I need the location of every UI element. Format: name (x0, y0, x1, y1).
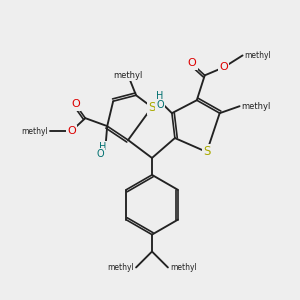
Text: H: H (99, 142, 106, 152)
Text: methyl: methyl (22, 127, 49, 136)
Text: O: O (156, 100, 164, 110)
Text: methyl: methyl (242, 102, 271, 111)
Text: methyl: methyl (107, 263, 134, 272)
Text: methyl: methyl (244, 51, 271, 60)
Text: methyl: methyl (113, 71, 143, 80)
Text: O: O (71, 99, 80, 109)
Text: O: O (97, 149, 104, 159)
Text: O: O (219, 62, 228, 72)
Text: O: O (188, 58, 196, 68)
Text: S: S (203, 146, 210, 158)
Text: methyl: methyl (170, 263, 197, 272)
Text: H: H (156, 91, 164, 101)
Text: S: S (148, 101, 156, 114)
Text: O: O (67, 126, 76, 136)
